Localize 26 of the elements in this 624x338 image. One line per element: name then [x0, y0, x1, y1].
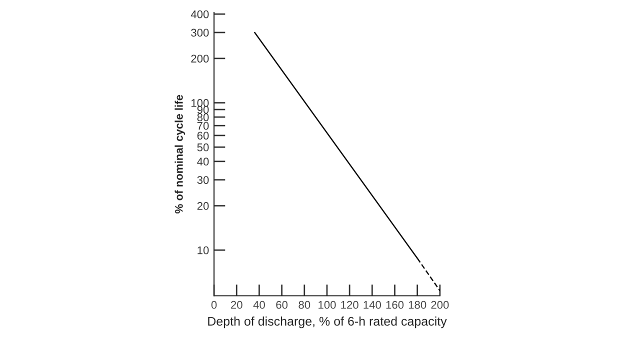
y-tick-label: 50 [197, 143, 209, 152]
x-tick-label: 60 [276, 300, 288, 309]
y-tick-label: 60 [197, 132, 209, 140]
y-tick-label: 20 [197, 202, 209, 210]
x-axis-title: Depth of discharge, % of 6-h rated capacity [208, 316, 447, 328]
x-tick-label: 200 [431, 300, 449, 309]
y-tick-label: 200 [191, 54, 209, 63]
x-tick-label: 80 [298, 300, 310, 309]
y-tick-label: 400 [190, 10, 209, 18]
y-tick-label: 80 [197, 113, 209, 122]
x-tick-label: 20 [231, 300, 242, 309]
x-tick-label: 100 [318, 300, 336, 309]
x-tick-label: 40 [253, 300, 265, 309]
y-tick-label: 30 [197, 176, 209, 184]
x-tick-label: 160 [386, 300, 404, 309]
y-tick-label: 10 [198, 246, 209, 254]
y-axis-title: % of nominal cycle life [174, 94, 186, 214]
y-tick-label: 70 [197, 122, 209, 130]
x-tick-label: 140 [364, 300, 381, 309]
x-tick-label: 120 [341, 300, 358, 309]
x-tick-label: 0 [211, 300, 217, 309]
y-tick-label: 90 [197, 106, 209, 114]
y-tick-label: 100 [191, 99, 209, 107]
x-tick-label: 180 [408, 300, 426, 309]
y-tick-label: 300 [191, 28, 209, 37]
y-tick-label: 40 [197, 158, 209, 166]
